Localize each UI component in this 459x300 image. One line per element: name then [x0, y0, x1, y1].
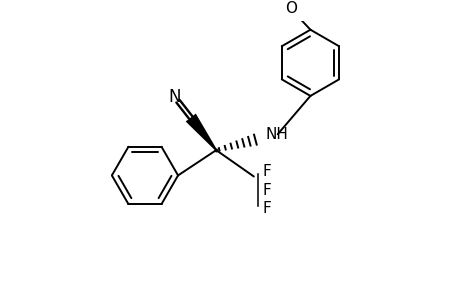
Text: N: N: [168, 88, 180, 106]
Text: F: F: [262, 164, 270, 179]
Text: NH: NH: [265, 127, 287, 142]
Polygon shape: [185, 114, 217, 151]
Text: F: F: [262, 183, 270, 198]
Text: O: O: [284, 1, 296, 16]
Text: F: F: [262, 201, 270, 216]
